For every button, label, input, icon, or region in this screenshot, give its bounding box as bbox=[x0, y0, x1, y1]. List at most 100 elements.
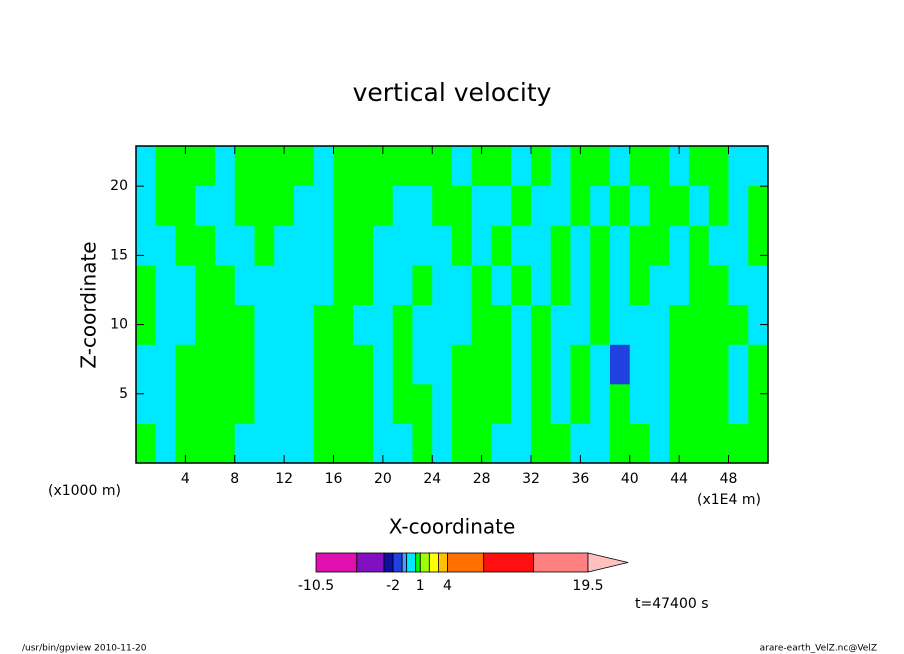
contour-cell bbox=[432, 225, 453, 266]
x-tick-label: 32 bbox=[522, 471, 540, 487]
contour-cell bbox=[708, 225, 729, 266]
contour-cell bbox=[748, 265, 769, 305]
contour-cell bbox=[392, 185, 413, 227]
contour-cell bbox=[294, 225, 315, 266]
contour-cell bbox=[728, 383, 749, 424]
contour-cell bbox=[452, 225, 473, 266]
contour-cell bbox=[155, 383, 176, 424]
contour-cell bbox=[649, 225, 670, 266]
contour-cell bbox=[313, 304, 334, 345]
contour-cell bbox=[195, 225, 216, 266]
contour-cell bbox=[294, 344, 315, 385]
y-tick-label: 15 bbox=[110, 247, 128, 263]
contour-cell bbox=[333, 423, 354, 464]
contour-cell bbox=[333, 146, 354, 186]
contour-cell bbox=[471, 265, 492, 305]
contour-cell bbox=[629, 344, 650, 385]
contour-cell bbox=[550, 304, 571, 345]
contour-cell bbox=[708, 304, 729, 345]
contour-cell bbox=[590, 146, 611, 186]
contour-cell bbox=[590, 423, 611, 464]
contour-cell bbox=[629, 423, 650, 464]
contour-cell bbox=[392, 344, 413, 385]
contour-cell bbox=[155, 265, 176, 305]
contour-cell bbox=[531, 344, 552, 385]
contour-cell bbox=[550, 265, 571, 305]
contour-cell bbox=[373, 383, 394, 424]
contour-cell bbox=[432, 146, 453, 186]
contour-cell bbox=[155, 344, 176, 385]
x-tick-label: 28 bbox=[473, 471, 491, 487]
contour-cell bbox=[629, 225, 650, 266]
contour-cell bbox=[392, 265, 413, 305]
contour-cell bbox=[392, 225, 413, 266]
contour-cell bbox=[570, 185, 591, 227]
contour-cell bbox=[274, 423, 295, 464]
contour-cell bbox=[728, 185, 749, 227]
contour-cell bbox=[353, 146, 374, 186]
colorbar-box bbox=[356, 552, 385, 573]
contour-cell bbox=[649, 185, 670, 227]
x-unit: (x1000 m) bbox=[48, 483, 121, 499]
contour-cell bbox=[708, 344, 729, 385]
contour-cell bbox=[708, 146, 729, 186]
contour-cell bbox=[610, 383, 631, 424]
colorbar-box bbox=[447, 552, 485, 573]
colorbar-box bbox=[419, 552, 430, 573]
contour-cell bbox=[531, 423, 552, 464]
contour-cell bbox=[570, 146, 591, 186]
contour-cell bbox=[610, 185, 631, 227]
contour-cell bbox=[353, 265, 374, 305]
contour-cell bbox=[689, 265, 710, 305]
contour-cell bbox=[471, 423, 492, 464]
contour-cell bbox=[748, 304, 769, 345]
contour-cell bbox=[550, 423, 571, 464]
contour-cell bbox=[313, 225, 334, 266]
contour-cell bbox=[432, 265, 453, 305]
contour-cell bbox=[669, 265, 690, 305]
contour-cell bbox=[491, 146, 512, 186]
contour-cell bbox=[511, 423, 532, 464]
contour-cell bbox=[471, 225, 492, 266]
contour-cell bbox=[748, 344, 769, 385]
contour-cell bbox=[689, 185, 710, 227]
contour-cell bbox=[629, 185, 650, 227]
contour-cell bbox=[531, 185, 552, 227]
contour-cell bbox=[432, 344, 453, 385]
colorbar-label: 19.5 bbox=[572, 578, 603, 594]
colorbar-box bbox=[437, 552, 448, 573]
contour-cell bbox=[669, 185, 690, 227]
contour-cell bbox=[550, 383, 571, 424]
contour-cell bbox=[669, 225, 690, 266]
colorbar-box bbox=[428, 552, 439, 573]
contour-cell bbox=[412, 423, 433, 464]
contour-cell bbox=[234, 225, 255, 266]
contour-cell bbox=[491, 383, 512, 424]
x-scale-note: (x1E4 m) bbox=[697, 492, 761, 508]
contour-cell bbox=[412, 304, 433, 345]
contour-cell bbox=[412, 383, 433, 424]
y-tick-label: 20 bbox=[110, 178, 128, 194]
contour-cell bbox=[550, 225, 571, 266]
contour-cell bbox=[215, 344, 236, 385]
contour-cell bbox=[195, 146, 216, 186]
contour-cell bbox=[333, 304, 354, 345]
contour-cell bbox=[234, 383, 255, 424]
contour-cell bbox=[629, 146, 650, 186]
contour-cell bbox=[511, 146, 532, 186]
x-tick-label: 12 bbox=[275, 471, 293, 487]
contour-cell bbox=[748, 185, 769, 227]
colorbar-box bbox=[415, 552, 421, 573]
contour-cell bbox=[175, 225, 196, 266]
contour-cell bbox=[373, 185, 394, 227]
x-tick-label: 8 bbox=[230, 471, 239, 487]
contour-cell bbox=[452, 383, 473, 424]
x-axis-label: X-coordinate bbox=[389, 515, 516, 539]
contour-cell bbox=[748, 383, 769, 424]
contour-cell bbox=[215, 383, 236, 424]
contour-cell bbox=[452, 423, 473, 464]
contour-cell bbox=[629, 304, 650, 345]
contour-cell bbox=[215, 304, 236, 345]
contour-cell bbox=[195, 304, 216, 345]
contour-cell bbox=[136, 344, 157, 385]
